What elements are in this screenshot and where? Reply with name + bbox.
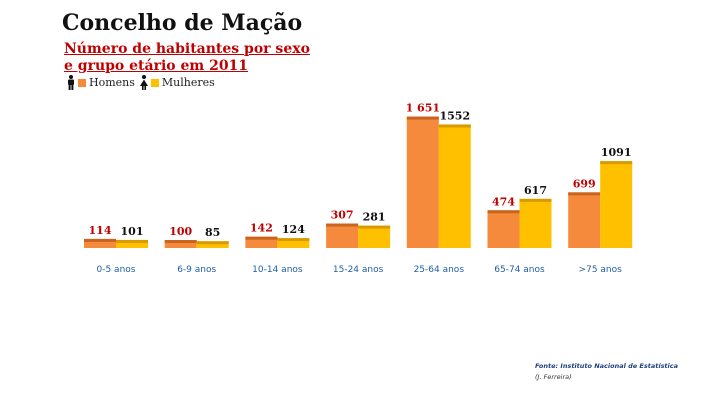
bar-top-mulheres-6-9-anos: [196, 241, 229, 245]
source-note: Fonte: Instituto Nacional de Estatística: [535, 362, 679, 370]
bar-top-homens-0-5-anos: [84, 238, 116, 242]
male-person-icon: [68, 75, 74, 90]
legend-label-homens: Homens: [89, 76, 135, 89]
legend-swatch-homens: [78, 78, 86, 87]
bar-homens-25-64-anos: [406, 116, 439, 248]
data-label-homens-15-24-anos: 307: [331, 209, 354, 222]
bar-top-homens-15-24-anos: [326, 223, 359, 227]
data-label-mulheres-15-24-anos: 281: [363, 211, 386, 224]
bar-mulheres-15-24-anos: [358, 225, 391, 248]
bar-mulheres-65-74-anos: [519, 198, 552, 248]
bar-top-mulheres-25-64-anos: [438, 124, 471, 128]
bar-top-homens-65-74-anos: [487, 210, 520, 214]
bar-homens-0-5-anos: [84, 238, 116, 248]
bar-top-homens-6-9-anos: [164, 240, 197, 244]
legend-swatch-mulheres: [150, 78, 159, 87]
bar-top-mulheres-10-14-anos: [277, 238, 310, 242]
data-label-homens-6-9-anos: 100: [169, 225, 192, 238]
page-title: Concelho de Mação: [62, 10, 303, 36]
category-label-15-24-anos: 15-24 anos: [333, 265, 384, 275]
data-label-homens-10-14-anos: 142: [250, 222, 273, 235]
data-label-homens-25-64-anos: 1 651: [406, 102, 440, 115]
bar-homens-65-74-anos: [487, 210, 520, 248]
bar-homens-75-anos: [568, 192, 601, 248]
legend-label-mulheres: Mulheres: [161, 76, 215, 89]
data-label-mulheres-25-64-anos: 1552: [439, 109, 470, 122]
bar-homens-10-14-anos: [245, 236, 278, 248]
bar-top-homens-25-64-anos: [406, 116, 439, 120]
category-label-75-anos: >75 anos: [579, 265, 623, 275]
bar-top-homens-10-14-anos: [245, 236, 278, 240]
bar-top-mulheres-15-24-anos: [358, 225, 391, 229]
chart-subtitle-line-1: Número de habitantes por sexo: [64, 41, 310, 57]
bar-mulheres-10-14-anos: [277, 238, 310, 248]
bar-mulheres-6-9-anos: [196, 241, 229, 248]
data-label-mulheres-75-anos: 1091: [601, 146, 632, 159]
bar-top-mulheres-0-5-anos: [116, 239, 148, 243]
category-label-6-9-anos: 6-9 anos: [177, 265, 216, 275]
chart-subtitle-line-2: e grupo etário em 2011: [64, 58, 249, 74]
bar-mulheres-25-64-anos: [438, 124, 471, 248]
bar-homens-6-9-anos: [164, 240, 197, 248]
data-label-mulheres-6-9-anos: 85: [205, 226, 220, 239]
bar-top-mulheres-75-anos: [600, 161, 633, 165]
author-note: (J. Ferreira): [535, 373, 572, 381]
data-label-mulheres-0-5-anos: 101: [121, 225, 144, 238]
category-label-65-74-anos: 65-74 anos: [494, 265, 545, 275]
data-label-homens-65-74-anos: 474: [492, 195, 515, 208]
bar-top-mulheres-65-74-anos: [519, 198, 552, 202]
bar-top-homens-75-anos: [568, 192, 601, 196]
category-label-25-64-anos: 25-64 anos: [414, 265, 465, 275]
data-label-homens-75-anos: 699: [573, 177, 596, 190]
female-person-icon: [139, 75, 148, 90]
bar-mulheres-0-5-anos: [116, 239, 148, 248]
category-label-0-5-anos: 0-5 anos: [97, 265, 136, 275]
data-label-mulheres-65-74-anos: 617: [524, 184, 547, 197]
data-label-mulheres-10-14-anos: 124: [282, 223, 305, 236]
bar-mulheres-75-anos: [600, 161, 633, 248]
category-label-10-14-anos: 10-14 anos: [252, 265, 303, 275]
chart-legend: Homens Mulheres: [66, 75, 219, 90]
data-label-homens-0-5-anos: 114: [89, 224, 112, 237]
bar-homens-15-24-anos: [326, 223, 359, 248]
